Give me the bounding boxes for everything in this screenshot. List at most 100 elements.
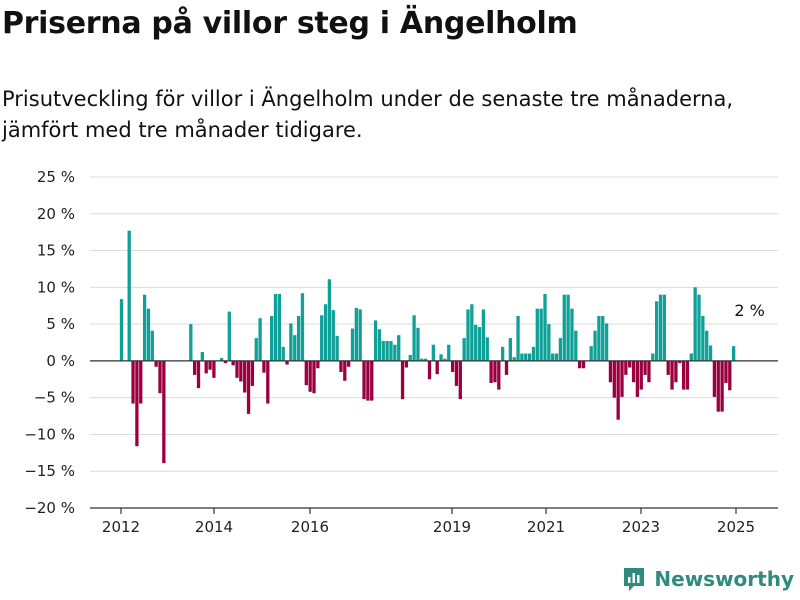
bar [712,360,717,397]
bar [250,360,255,386]
bar [631,360,636,383]
bar [547,324,551,361]
bar [281,346,285,361]
bar [443,358,447,361]
bar [358,309,362,361]
bar [708,345,713,361]
bar [477,327,482,361]
bar [439,354,443,361]
bar [489,360,493,383]
bar [508,338,512,361]
bar [266,360,270,404]
bar [616,360,620,420]
y-tick-label: −15 % [24,462,75,480]
bar [716,360,720,412]
bar [131,360,135,404]
y-tick-label: 10 % [37,278,75,296]
bar [308,360,312,392]
y-tick-label: 20 % [37,205,75,223]
bar [304,360,308,386]
bar [135,360,139,447]
y-tick-label: −10 % [24,425,75,443]
bar [150,330,154,361]
bar [466,309,470,361]
bar [262,360,266,373]
bar [639,360,643,390]
bar [193,360,197,375]
bar [243,360,247,393]
bar [470,304,474,361]
bar [343,360,347,381]
bar [558,338,563,361]
bar [485,337,489,361]
bar [435,360,439,375]
bar [597,316,601,361]
bar [728,360,732,391]
bar [524,353,528,361]
bar [462,338,466,361]
bar [347,360,351,367]
bar [620,360,624,397]
bar [481,309,486,361]
bar [655,301,659,361]
y-tick-label: 15 % [37,242,75,260]
bar [397,335,401,361]
bar [604,323,609,361]
bar [331,310,335,361]
bar [531,346,536,361]
bar [335,335,339,361]
bar [377,329,382,361]
x-axis: 2012 2014 2016 2019 2021 2023 2025 [90,507,778,536]
bar [327,279,332,361]
bar [516,316,520,361]
bar [285,360,289,365]
x-tick-label: 2014 [195,518,233,536]
bar [512,357,516,361]
bar [589,346,593,361]
bar [393,344,397,361]
bar [316,360,320,369]
bar [200,352,204,361]
bar [296,316,301,361]
bar [204,360,208,374]
bar [612,360,616,398]
bar [350,328,355,361]
bar [520,353,524,361]
bar [300,293,305,361]
bar [139,360,143,404]
bar [196,360,201,389]
bar [566,294,570,361]
bar [624,360,628,375]
bar [574,330,578,361]
bar [454,360,459,386]
bar [554,353,559,361]
bar [678,360,682,364]
bar [223,360,228,364]
bar [724,360,728,383]
bar [362,360,366,400]
bar [370,360,374,401]
bar [608,360,613,383]
bar [208,360,212,370]
chart-title: Priserna på villor steg i Ängelholm [2,6,578,41]
bar [693,287,697,361]
x-tick-label: 2021 [527,518,565,536]
x-tick-label: 2023 [622,518,660,536]
bar [701,316,705,361]
bar [705,330,709,361]
bar [562,294,566,361]
bar [270,316,274,361]
bar [158,360,162,394]
bar [666,360,670,375]
bar [697,294,701,361]
bar [431,344,435,361]
bar [647,360,651,383]
bar [323,304,328,361]
y-tick-label: 25 % [37,168,75,186]
bar [119,299,124,361]
bar [450,360,455,372]
bar [535,308,539,361]
bar [685,360,690,390]
gridlines [90,176,778,509]
